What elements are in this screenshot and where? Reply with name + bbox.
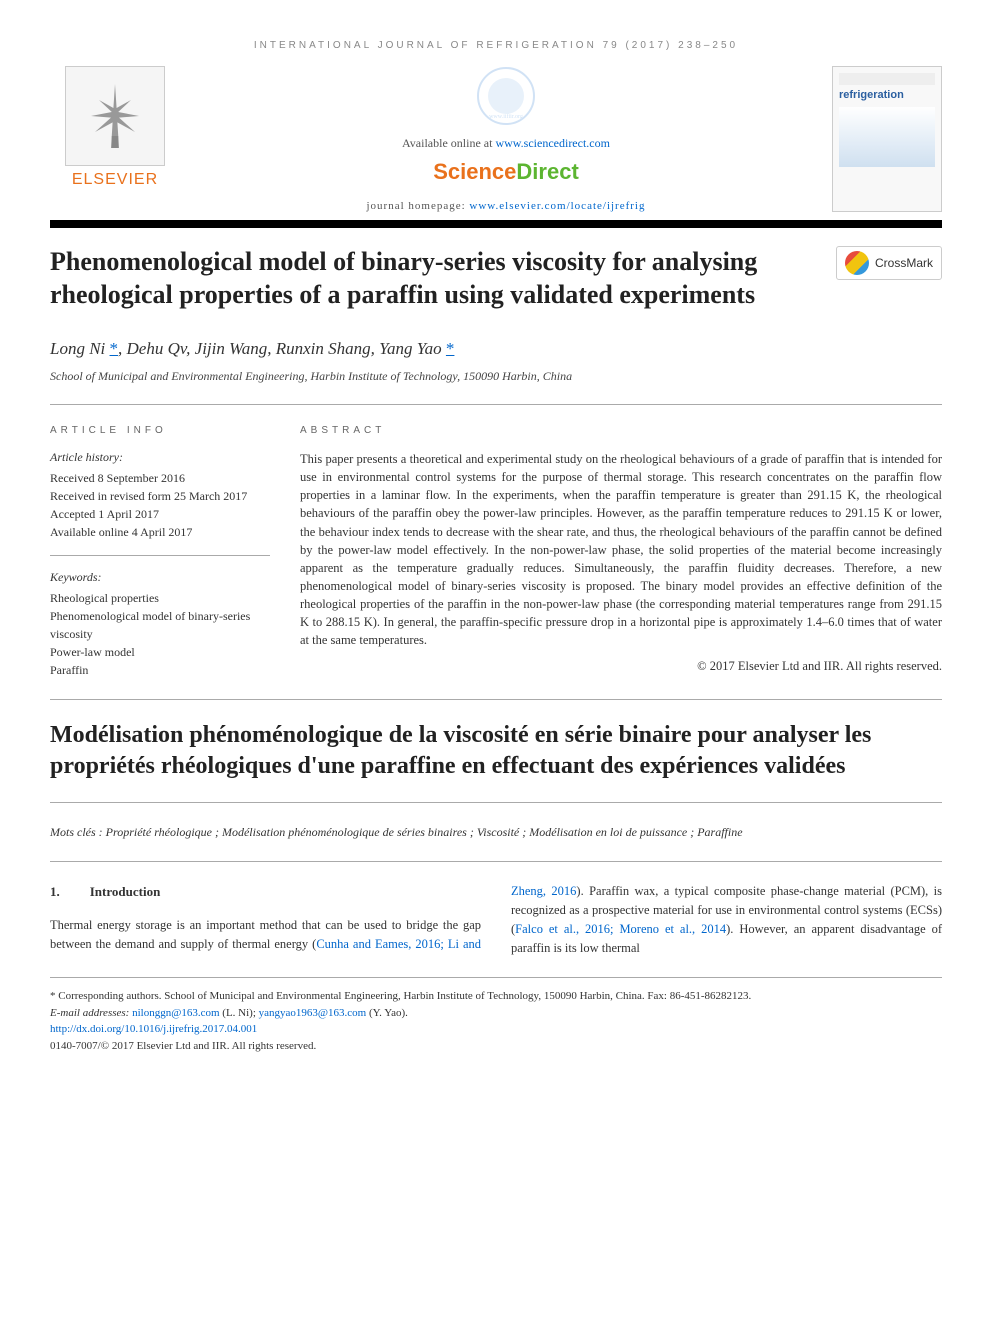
email-line: E-mail addresses: nilonggn@163.com (L. N… xyxy=(50,1005,942,1022)
affiliation: School of Municipal and Environmental En… xyxy=(50,369,942,384)
sciencedirect-link[interactable]: www.sciencedirect.com xyxy=(495,136,610,150)
accepted-date: Accepted 1 April 2017 xyxy=(50,505,270,523)
svg-text:www.iifiir.org: www.iifiir.org xyxy=(489,113,523,120)
article-info-head: ARTICLE INFO xyxy=(50,425,270,436)
received-date: Received 8 September 2016 xyxy=(50,469,270,487)
corr-mark-1[interactable]: * xyxy=(110,339,119,358)
keyword: Phenomenological model of binary-series … xyxy=(50,607,270,643)
journal-cover-thumb: refrigeration xyxy=(832,66,942,212)
corresponding-author-note: * Corresponding authors. School of Munic… xyxy=(50,988,942,1005)
elsevier-block: ELSEVIER xyxy=(50,66,180,212)
footnotes: * Corresponding authors. School of Munic… xyxy=(50,977,942,1054)
mots-cles: Mots clés : Propriété rhéologique ; Modé… xyxy=(50,823,942,841)
iifir-logo-icon: www.iifiir.org xyxy=(476,66,536,126)
keyword: Paraffin xyxy=(50,661,270,679)
abstract-column: ABSTRACT This paper presents a theoretic… xyxy=(300,425,942,679)
abstract-head: ABSTRACT xyxy=(300,425,942,436)
citation-link[interactable]: Falco et al., 2016; Moreno et al., 2014 xyxy=(515,922,726,936)
french-title: Modélisation phénoménologique de la visc… xyxy=(50,720,942,782)
section-heading: 1.Introduction xyxy=(50,882,481,902)
journal-cover-title: refrigeration xyxy=(839,89,935,101)
sciencedirect-logo: ScienceDirect xyxy=(433,159,579,185)
crossmark-icon xyxy=(845,251,869,275)
abstract-text: This paper presents a theoretical and ex… xyxy=(300,450,942,649)
crossmark-badge[interactable]: CrossMark xyxy=(836,246,942,280)
email-link[interactable]: nilonggn@163.com xyxy=(132,1007,219,1019)
article-info-column: ARTICLE INFO Article history: Received 8… xyxy=(50,425,270,679)
corr-mark-2[interactable]: * xyxy=(446,339,455,358)
elsevier-wordmark: ELSEVIER xyxy=(72,171,158,189)
header-center: www.iifiir.org Available online at www.s… xyxy=(180,66,832,212)
keywords-label: Keywords: xyxy=(50,570,270,585)
keyword: Power-law model xyxy=(50,643,270,661)
journal-homepage-line: journal homepage: www.elsevier.com/locat… xyxy=(367,200,646,212)
rule xyxy=(50,404,942,405)
elsevier-tree-icon xyxy=(65,66,165,166)
journal-homepage-link[interactable]: www.elsevier.com/locate/ijrefrig xyxy=(469,200,645,212)
email-link[interactable]: yangyao1963@163.com xyxy=(259,1007,367,1019)
keyword: Rheological properties xyxy=(50,589,270,607)
available-online-line: Available online at www.sciencedirect.co… xyxy=(402,136,610,151)
rule xyxy=(50,699,942,700)
doi-link[interactable]: http://dx.doi.org/10.1016/j.ijrefrig.201… xyxy=(50,1023,257,1035)
header-rule xyxy=(50,220,942,228)
authors-line: Long Ni *, Dehu Qv, Jijin Wang, Runxin S… xyxy=(50,339,942,359)
journal-header: ELSEVIER www.iifiir.org Available online… xyxy=(50,66,942,212)
rule xyxy=(50,861,942,862)
revised-date: Received in revised form 25 March 2017 xyxy=(50,487,270,505)
rule xyxy=(50,802,942,803)
online-date: Available online 4 April 2017 xyxy=(50,523,270,541)
body-text: 1.Introduction Thermal energy storage is… xyxy=(50,882,942,957)
issn-line: 0140-7007/© 2017 Elsevier Ltd and IIR. A… xyxy=(50,1038,942,1055)
history-label: Article history: xyxy=(50,450,270,465)
copyright-line: © 2017 Elsevier Ltd and IIR. All rights … xyxy=(300,657,942,675)
article-title: Phenomenological model of binary-series … xyxy=(50,246,816,311)
running-head: international journal of refrigeration 7… xyxy=(50,40,942,51)
